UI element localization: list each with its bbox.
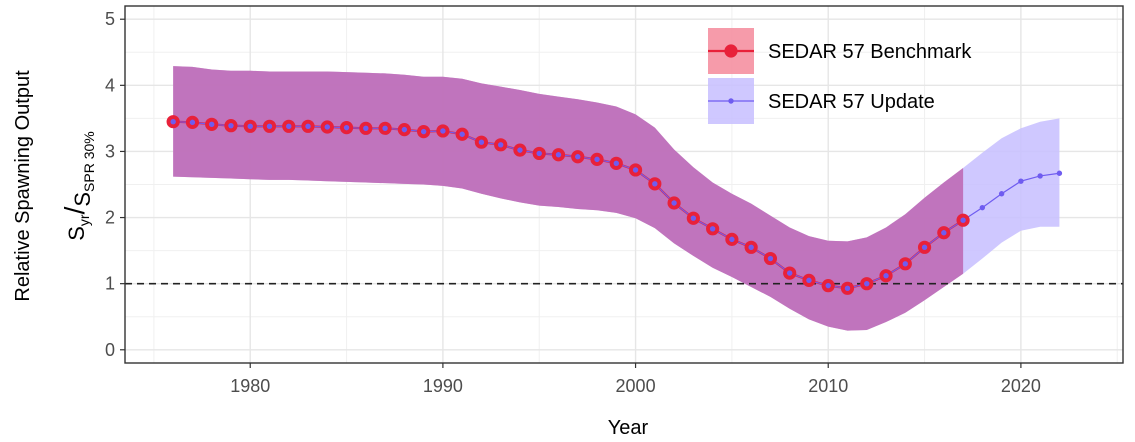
y-tick-label: 3	[105, 141, 115, 161]
update-point	[729, 236, 735, 243]
update-point	[478, 139, 485, 145]
update-point	[363, 125, 369, 132]
y-tick-label: 5	[105, 9, 115, 29]
formula-denominator-sub: SPR 30%	[81, 131, 97, 192]
y-tick-label: 4	[105, 75, 115, 95]
update-point	[921, 244, 928, 251]
formula-numerator: S	[64, 226, 89, 241]
x-tick-label: 1990	[423, 376, 463, 396]
update-point	[671, 200, 677, 206]
update-point	[825, 282, 831, 289]
series-points	[166, 115, 1063, 295]
update-point	[189, 119, 196, 126]
update-point	[555, 152, 562, 158]
legend-key-benchmark-point	[724, 44, 738, 58]
x-tick-label: 2020	[1001, 376, 1041, 396]
update-point	[517, 147, 523, 153]
x-axis: 1980 1990 2000 2010 2020	[230, 363, 1041, 396]
update-point	[343, 124, 350, 131]
update-point	[247, 123, 253, 130]
update-point	[864, 280, 870, 287]
update-point	[652, 181, 658, 187]
legend-label-update: SEDAR 57 Update	[768, 91, 935, 113]
formula-numerator-sub: yr	[76, 214, 92, 226]
y-axis-subtitle: Syr/SSPR 30%	[59, 131, 97, 241]
x-tick-label: 2000	[616, 376, 656, 396]
update-point	[459, 131, 465, 137]
update-point	[748, 244, 754, 251]
update-point	[1018, 178, 1024, 184]
update-point	[1056, 170, 1063, 176]
formula-slash: /	[59, 206, 90, 214]
panel-border	[124, 5, 1124, 364]
update-point	[883, 273, 889, 279]
update-point	[440, 128, 446, 134]
update-point	[960, 217, 966, 223]
update-point	[170, 118, 176, 125]
legend-label-benchmark: SEDAR 57 Benchmark	[768, 41, 972, 63]
y-axis: 0 1 2 3 4 5	[105, 9, 125, 360]
x-tick-label: 1980	[230, 376, 270, 396]
formula-denominator: S	[70, 192, 95, 207]
update-point	[941, 230, 947, 236]
update-point	[208, 121, 215, 128]
update-point	[767, 255, 774, 262]
update-point	[324, 124, 330, 130]
update-point	[709, 226, 716, 232]
update-point	[979, 204, 986, 211]
x-axis-title: Year	[608, 417, 649, 439]
update-point	[536, 150, 542, 157]
update-point	[1037, 173, 1043, 179]
update-point	[844, 285, 851, 291]
y-axis-title: Relative Spawning Output	[12, 70, 34, 302]
update-point	[786, 270, 793, 276]
update-point	[613, 160, 619, 167]
legend-key-update-point	[728, 98, 734, 104]
update-point	[998, 191, 1005, 197]
update-point	[690, 215, 697, 221]
y-tick-label: 0	[105, 340, 115, 360]
update-point	[902, 261, 908, 267]
update-point	[632, 167, 639, 173]
update-point	[806, 277, 812, 284]
update-point	[575, 154, 581, 160]
y-tick-label: 1	[105, 274, 115, 294]
update-point	[286, 123, 292, 130]
update-point	[497, 142, 504, 148]
y-axis-formula: Syr/SSPR 30%	[59, 131, 97, 241]
y-tick-label: 2	[105, 208, 115, 228]
legend: SEDAR 57 Benchmark SEDAR 57 Update	[708, 28, 972, 124]
update-point	[420, 128, 427, 135]
update-point	[401, 126, 408, 133]
update-point	[305, 123, 311, 130]
update-point	[594, 156, 600, 163]
update-point	[382, 125, 388, 132]
update-point	[228, 122, 234, 129]
x-tick-label: 2010	[808, 376, 848, 396]
update-point	[266, 123, 273, 130]
